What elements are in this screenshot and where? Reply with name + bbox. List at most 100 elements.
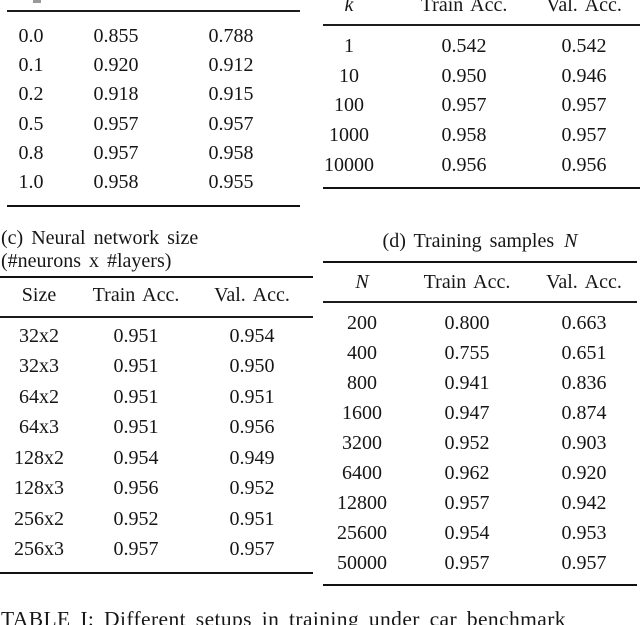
cutoff-glyph-fragment: [33, 0, 41, 3]
table-row: 128x2 0.954 0.949: [0, 446, 640, 470]
table-row: 6400 0.962 0.920: [0, 461, 640, 485]
table-cell: 32x3: [19, 355, 59, 377]
table-cell: 0.947: [444, 402, 490, 424]
table-cell: 0.755: [444, 342, 490, 364]
table-cell: 0.915: [208, 83, 254, 105]
table-cell: 32x2: [19, 325, 59, 347]
table-row: 128x3 0.956 0.952: [0, 476, 640, 500]
table-c-caption-line2: (#neurons x #layers): [1, 250, 172, 272]
table-row: 1.0 0.958 0.955: [0, 170, 640, 194]
table-b-bottomrule: [323, 187, 640, 190]
table-row: 0.2 0.918 0.915: [0, 82, 640, 106]
table-cell: 0.874: [561, 402, 607, 424]
table-row: 400 0.755 0.651: [0, 341, 640, 365]
table-cell: 50000: [337, 552, 387, 574]
table-cell: 10000: [324, 154, 374, 176]
table-row: 10000 0.956 0.956: [0, 153, 640, 177]
table-cell: 0.946: [561, 65, 607, 87]
table-cell: 6400: [342, 462, 382, 484]
table-cell: 0.958: [208, 142, 254, 164]
table-row: 800 0.941 0.836: [0, 371, 640, 395]
table-cell: 0.651: [561, 342, 607, 364]
table-cell: 0.920: [561, 462, 607, 484]
table-cell: 0.1: [18, 54, 44, 76]
table-cell: 0.951: [113, 325, 159, 347]
table-cell: 0.950: [441, 65, 487, 87]
table-row: 10 0.950 0.946: [0, 64, 640, 88]
table-cell: 0.957: [561, 124, 607, 146]
table-cell: 0.952: [444, 432, 490, 454]
table-cell: 0.0: [18, 25, 44, 47]
table-cell: 0.951: [229, 386, 275, 408]
table-cell: 0.957: [229, 538, 275, 560]
table-cell: 0.957: [561, 552, 607, 574]
table-cell: 200: [347, 312, 377, 334]
table-cell: 0.952: [113, 508, 159, 530]
table-row: 3200 0.952 0.903: [0, 431, 640, 455]
table-cell: 0.957: [561, 94, 607, 116]
table-row: 0.0 0.855 0.788: [0, 24, 640, 48]
table-cell: 1000: [329, 124, 369, 146]
table-row: 0.8 0.957 0.958: [0, 141, 640, 165]
table-cell: 0.957: [93, 113, 139, 135]
table-d-midrule: [323, 301, 637, 303]
table-cell: 0.542: [561, 35, 607, 57]
table-cell: 64x3: [19, 416, 59, 438]
table-cell: 1: [344, 35, 354, 57]
table-cell: 0.954: [113, 447, 159, 469]
table-cell: 0.941: [444, 372, 490, 394]
table-cell: 0.957: [444, 552, 490, 574]
table-row: 64x3 0.951 0.956: [0, 415, 640, 439]
table-cell: 0.957: [113, 538, 159, 560]
table-cell: 0.952: [229, 477, 275, 499]
table-row: 32x3 0.951 0.950: [0, 354, 640, 378]
table-cell: 128x3: [14, 477, 64, 499]
header-cell-val-acc: Val. Acc.: [546, 0, 622, 16]
table-cell: 0.920: [93, 54, 139, 76]
table-header-row: k Train Acc. Val. Acc.: [0, 0, 640, 17]
header-cell-train-acc: Train Acc.: [423, 271, 511, 293]
table-cell: 0.951: [113, 416, 159, 438]
table-cell: 0.903: [561, 432, 607, 454]
table-cell: 0.8: [18, 142, 44, 164]
table-cell: 0.836: [561, 372, 607, 394]
table-cell: 1.0: [18, 171, 44, 193]
table-row: 256x3 0.957 0.957: [0, 537, 640, 561]
header-cell-val-acc: Val. Acc.: [214, 284, 290, 306]
table-cell: 0.951: [113, 355, 159, 377]
table-cell: 0.958: [93, 171, 139, 193]
table-cell: 0.957: [441, 94, 487, 116]
table-cell: 256x2: [14, 508, 64, 530]
table-d-caption-text: (d) Training samples: [382, 230, 555, 252]
table-row: 12800 0.957 0.942: [0, 491, 640, 515]
table-a-bottomrule: [7, 205, 300, 208]
table-cell: 256x3: [14, 538, 64, 560]
table-header-row: Size Train Acc. Val. Acc.: [0, 283, 640, 307]
table-c-bottomrule: [0, 572, 313, 575]
table-cell: 0.800: [444, 312, 490, 334]
table-d-caption-variable: N: [564, 230, 578, 252]
table-cell: 0.951: [113, 386, 159, 408]
table-row: 1 0.542 0.542: [0, 34, 640, 58]
header-cell-train-acc: Train Acc.: [420, 0, 508, 16]
table-cell: 0.951: [229, 508, 275, 530]
table-row: 0.1 0.920 0.912: [0, 53, 640, 77]
table-cell: 0.2: [18, 83, 44, 105]
table-cell: 25600: [337, 522, 387, 544]
table-cell: 0.912: [208, 54, 254, 76]
table-c-caption-line1: (c) Neural network size: [1, 227, 199, 249]
table-row: 1000 0.958 0.957: [0, 123, 640, 147]
table-cell: 0.956: [441, 154, 487, 176]
table-cell: 0.957: [93, 142, 139, 164]
table-cell: 64x2: [19, 386, 59, 408]
header-cell-size: Size: [21, 284, 57, 306]
table-i-caption: TABLE I: Different setups in training un…: [1, 607, 566, 625]
table-row: 50000 0.957 0.957: [0, 551, 640, 575]
table-row: 64x2 0.951 0.951: [0, 385, 640, 409]
table-cell: 0.953: [561, 522, 607, 544]
table-cell: 0.962: [444, 462, 490, 484]
